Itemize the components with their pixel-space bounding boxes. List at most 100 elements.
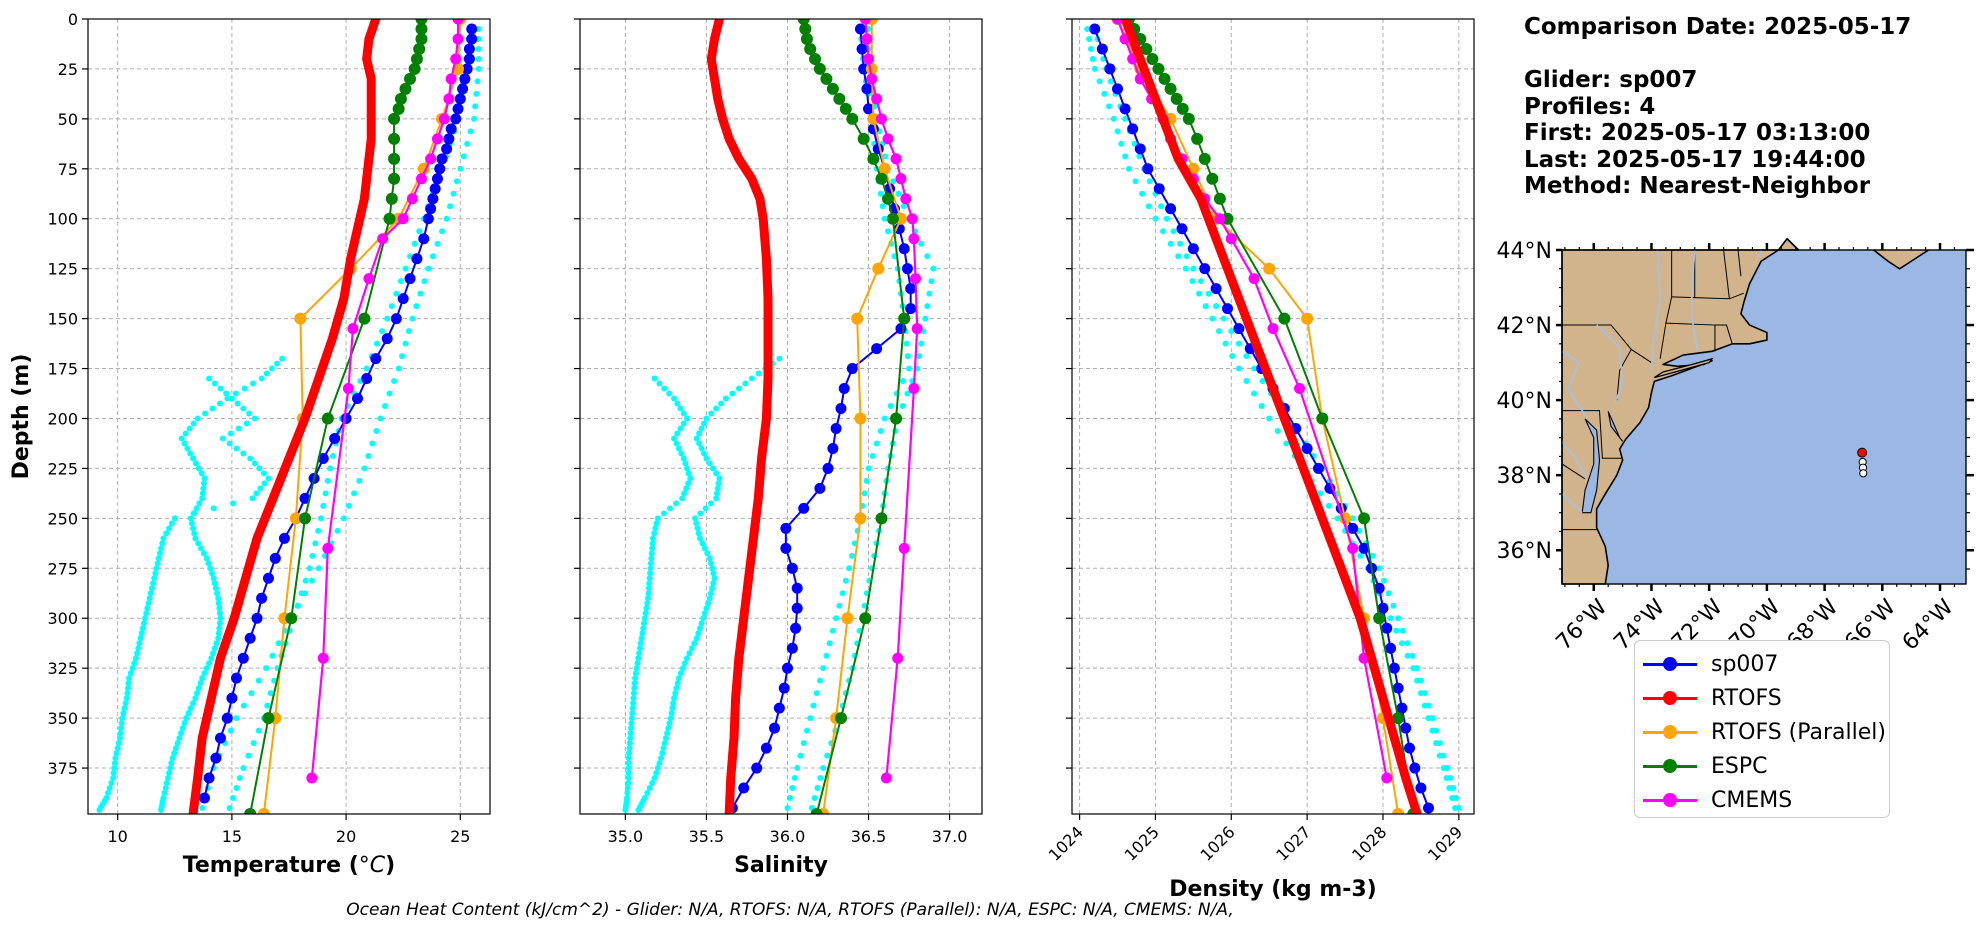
series-point-cmems xyxy=(347,323,359,335)
glider-profile-point xyxy=(210,575,217,582)
series-point-espc xyxy=(1213,192,1226,205)
glider-profile-point xyxy=(803,727,810,734)
glider-profile-point xyxy=(679,665,686,672)
series-line-rtofs xyxy=(1120,19,1422,814)
comparison-info: Comparison Date: 2025-05-17 Glider: sp00… xyxy=(1524,14,1911,200)
series-line-rtofs-parallel- xyxy=(822,19,902,814)
series-point-sp007 xyxy=(814,482,826,494)
glider-profile-point xyxy=(329,452,336,459)
glider-profile-point xyxy=(119,715,126,722)
glider-profile-point xyxy=(748,375,755,382)
glider-profile-point xyxy=(742,380,749,387)
glider-profile-point xyxy=(673,500,680,507)
glider-profile-point xyxy=(228,395,235,402)
glider-profile-point xyxy=(636,645,643,652)
profile-panel-1: 0 25 50 75 100 125 150 175 200 225 250 275 300 325 350… xyxy=(9,10,491,878)
legend-entry-cmems: CMEMS xyxy=(1643,783,1792,817)
glider-profile-point xyxy=(1122,115,1129,122)
x-axis-label: Density (kg m-3) xyxy=(1169,877,1377,902)
glider-profile-point xyxy=(1170,228,1177,235)
series-point-cmems xyxy=(910,273,922,285)
y-tick-label: 75 xyxy=(58,160,78,179)
series-point-espc xyxy=(1191,132,1204,145)
glider-profile-point xyxy=(186,425,193,432)
glider-profile-point xyxy=(636,804,643,811)
series-line-rtofs-parallel- xyxy=(1116,19,1400,814)
series-point-espc xyxy=(394,92,407,105)
glider-profile-point xyxy=(166,770,173,777)
series-point-cmems xyxy=(880,772,892,784)
glider-profile-point xyxy=(152,570,159,577)
glider-profile-point xyxy=(654,515,661,522)
lat-tick-label: 44°N xyxy=(1497,239,1552,264)
glider-profile-point xyxy=(708,410,715,417)
series-line-rtofs xyxy=(706,19,773,814)
series-point-rtofs-parallel- xyxy=(854,512,867,525)
glider-profile-point xyxy=(421,278,428,285)
glider-profile-point xyxy=(417,290,424,297)
glider-profile-point xyxy=(635,655,642,662)
glider-profile-point xyxy=(1376,565,1383,572)
glider-profile-point xyxy=(1243,353,1250,360)
glider-profile-point xyxy=(161,790,168,797)
glider-profile-point xyxy=(661,740,668,747)
glider-profile-point xyxy=(200,480,207,487)
river xyxy=(1690,249,1699,352)
glider-profile-point xyxy=(138,630,145,637)
glider-profile-point xyxy=(467,128,474,135)
legend-swatch-rtofs xyxy=(1643,681,1697,715)
series-point-espc xyxy=(1146,52,1159,65)
glider-profile-point xyxy=(918,240,925,247)
x-tick-label: 1024 xyxy=(1045,822,1087,864)
series-point-sp007 xyxy=(1400,722,1412,734)
glider-profile-point xyxy=(705,600,712,607)
glider-profile-point xyxy=(1087,45,1094,52)
lat-tick-label: 38°N xyxy=(1497,464,1552,489)
glider-profile-point xyxy=(1243,378,1250,385)
glider-profile-point xyxy=(1101,90,1108,97)
river xyxy=(1561,350,1586,416)
series-point-cmems xyxy=(397,213,409,225)
series-point-sp007 xyxy=(1392,682,1404,694)
glider-profile-point xyxy=(696,625,703,632)
series-point-sp007 xyxy=(773,702,785,714)
glider-profile-point xyxy=(660,510,667,517)
profile-panel-3: 1024 1025 1026 1027 1028 1029 Density (kg m-3) xyxy=(1045,18,1475,902)
x-tick-label: 35.5 xyxy=(689,827,725,846)
glider-profile-point xyxy=(112,755,119,762)
series-point-cmems xyxy=(890,153,902,165)
glider-profile-point xyxy=(820,665,827,672)
glider-profile-point xyxy=(683,465,690,472)
glider-profile-point xyxy=(188,520,195,527)
glider-profile-point xyxy=(200,550,207,557)
glider-profile-point xyxy=(786,795,793,802)
series-point-sp007 xyxy=(1096,43,1108,55)
glider-profile-point xyxy=(118,725,125,732)
glider-profile-point xyxy=(791,775,798,782)
glider-profile-point xyxy=(269,652,276,659)
series-point-espc xyxy=(833,92,846,105)
glider-profile-point xyxy=(651,375,658,382)
glider-profile-point xyxy=(626,740,633,747)
series-point-espc xyxy=(859,612,872,625)
x-tick-label: 25 xyxy=(450,827,470,846)
series-point-sp007 xyxy=(463,43,475,55)
glider-profile-point xyxy=(460,153,467,160)
series-point-sp007 xyxy=(269,552,281,564)
glider-profile-point xyxy=(236,775,243,782)
glider-profile-point xyxy=(199,495,206,502)
glider-profile-point xyxy=(116,735,123,742)
series-point-cmems xyxy=(1267,323,1279,335)
glider-profile-point xyxy=(315,565,322,572)
glider-profile-point xyxy=(475,55,482,62)
series-point-espc xyxy=(408,62,421,75)
glider-profile-point xyxy=(217,385,224,392)
glider-profile-point xyxy=(645,595,652,602)
glider-profile-point xyxy=(644,600,651,607)
series-point-espc xyxy=(875,172,888,185)
glider-profile-point xyxy=(203,665,210,672)
glider-profile-point xyxy=(320,502,327,509)
glider-profile-point xyxy=(668,710,675,717)
glider-profile-point xyxy=(240,450,247,457)
series-point-cmems xyxy=(406,193,418,205)
